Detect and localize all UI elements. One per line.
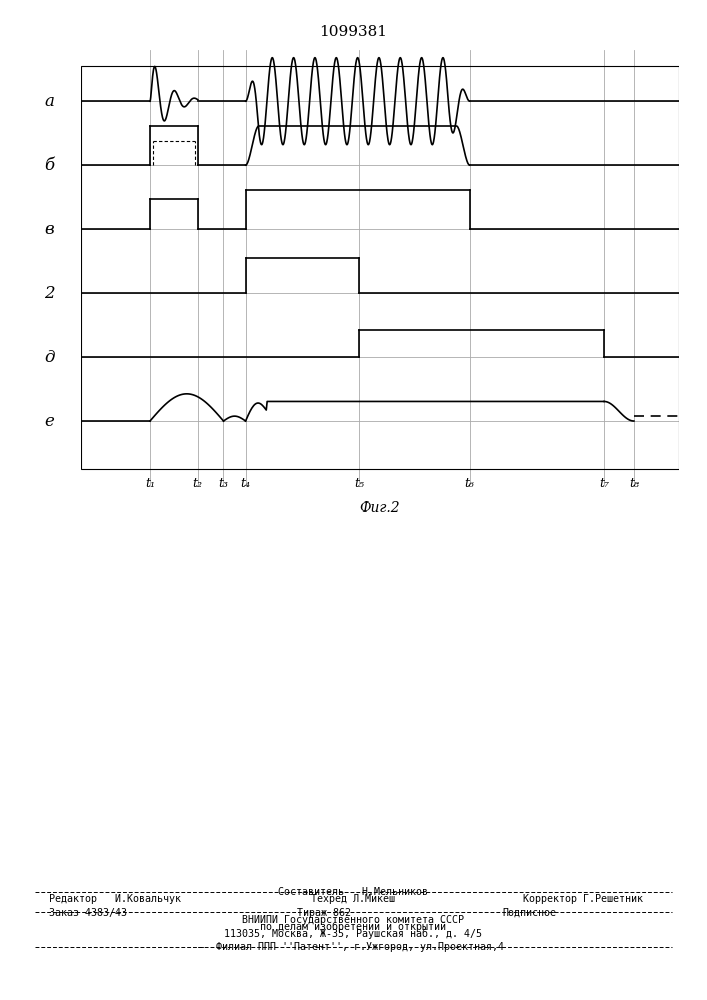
Text: t₂: t₂ bbox=[193, 477, 203, 490]
Text: Корректор Г.Решетник: Корректор Г.Решетник bbox=[523, 894, 643, 904]
Text: a: a bbox=[45, 93, 54, 110]
Text: Редактор   И.Ковальчук: Редактор И.Ковальчук bbox=[49, 894, 182, 904]
Text: д: д bbox=[44, 349, 54, 366]
Text: Подписное: Подписное bbox=[502, 908, 556, 918]
Text: ВНИИПИ Государственного комитета СССР: ВНИИПИ Государственного комитета СССР bbox=[243, 915, 464, 925]
Text: t₇: t₇ bbox=[599, 477, 609, 490]
Text: б: б bbox=[45, 157, 54, 174]
Text: t₃: t₃ bbox=[218, 477, 228, 490]
Text: t₄: t₄ bbox=[240, 477, 250, 490]
Text: Заказ 4383/43: Заказ 4383/43 bbox=[49, 908, 127, 918]
Text: по делам изобретений и открытий: по делам изобретений и открытий bbox=[260, 922, 447, 932]
Text: Тираж 862: Тираж 862 bbox=[297, 908, 351, 918]
Text: t₈: t₈ bbox=[629, 477, 639, 490]
Text: е: е bbox=[45, 413, 54, 430]
Text: t₁: t₁ bbox=[145, 477, 155, 490]
Text: Составитель   Н.Мельников: Составитель Н.Мельников bbox=[279, 887, 428, 897]
Text: t₆: t₆ bbox=[464, 477, 474, 490]
Text: 113035, Москва, Ж-35, Раушская наб., д. 4/5: 113035, Москва, Ж-35, Раушская наб., д. … bbox=[225, 929, 482, 939]
Text: —  Филиал ППП ''Патент'', г.Ужгород, ул.Проектная,4: — Филиал ППП ''Патент'', г.Ужгород, ул.П… bbox=[198, 942, 504, 952]
Text: Техред Л.Микеш: Техред Л.Микеш bbox=[311, 894, 395, 904]
Text: Фиг.2: Фиг.2 bbox=[360, 501, 400, 515]
Text: 1099381: 1099381 bbox=[320, 25, 387, 39]
Text: t₅: t₅ bbox=[354, 477, 364, 490]
Text: 2: 2 bbox=[44, 285, 54, 302]
Text: в: в bbox=[45, 221, 54, 238]
